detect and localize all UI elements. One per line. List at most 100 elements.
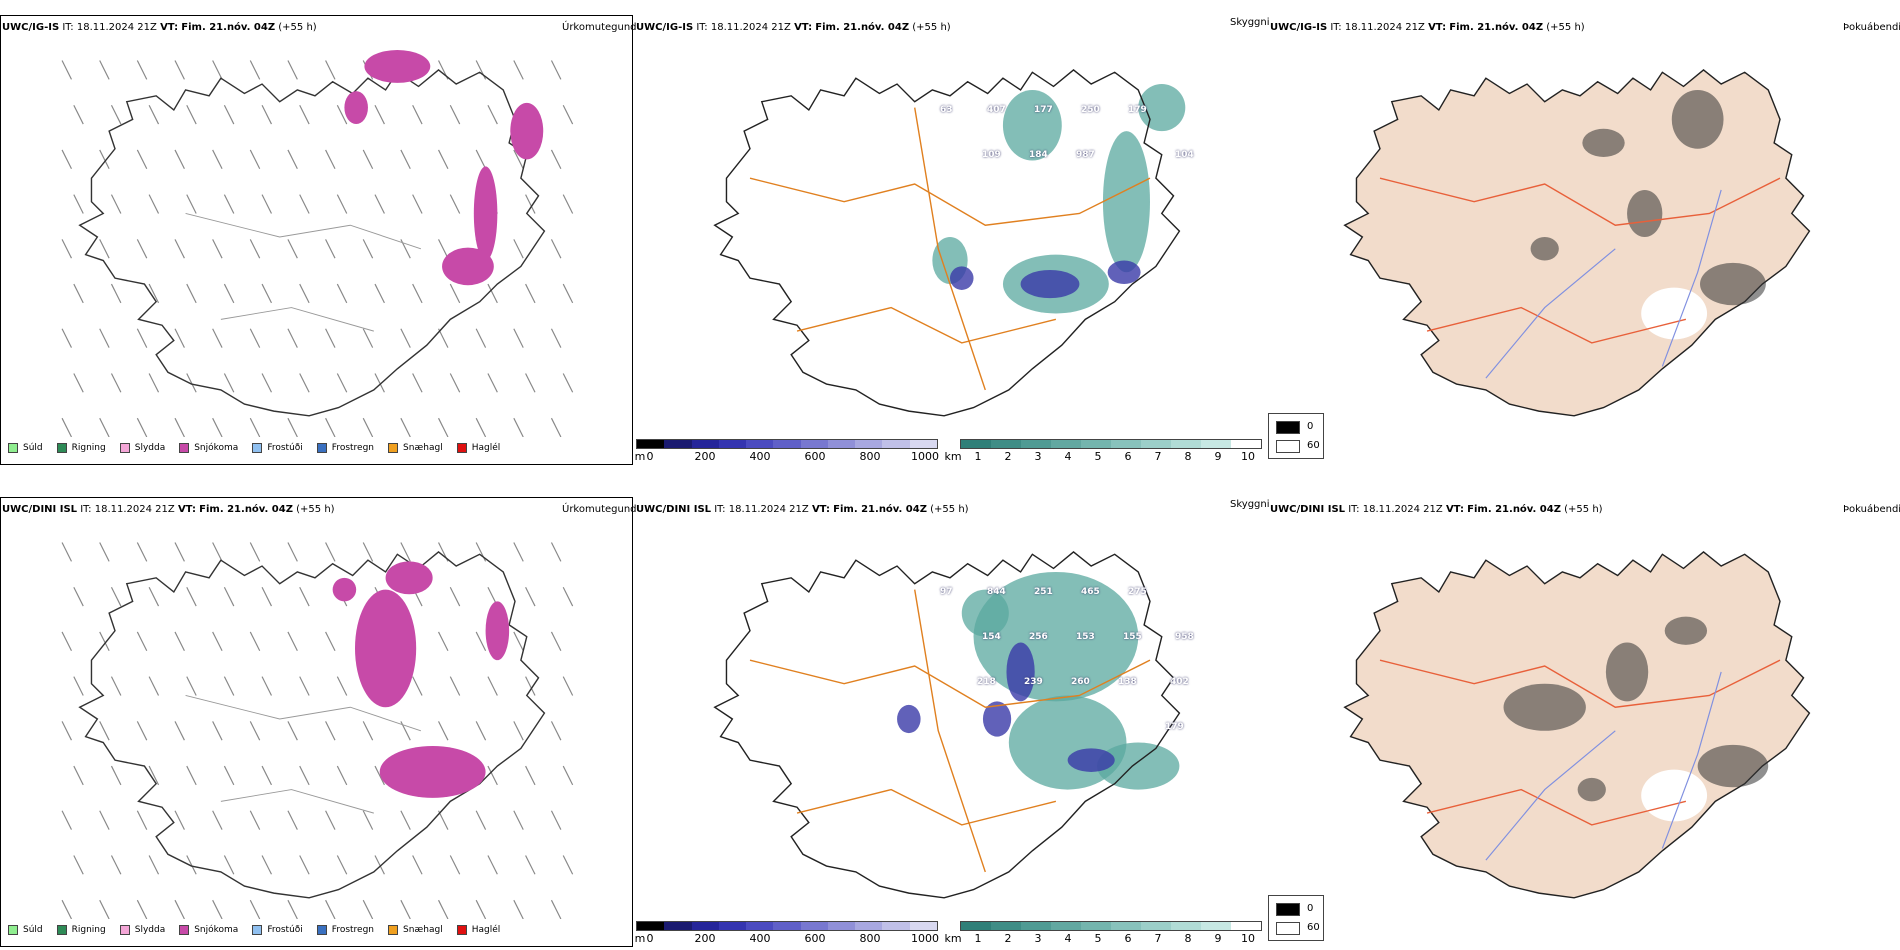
wind-barb xyxy=(174,810,185,830)
wind-barb xyxy=(449,104,461,125)
cloud-height-label: 177 xyxy=(1034,105,1053,115)
wind-barb xyxy=(525,194,536,214)
wind-barb xyxy=(73,765,84,786)
wind-barb xyxy=(562,586,574,607)
wind-barb xyxy=(249,631,261,652)
init-time-value: 18.11.2024 21Z xyxy=(94,504,175,515)
valid-time-label: VT: xyxy=(177,504,196,515)
fog-index-legend: 0 60 xyxy=(1268,895,1324,941)
cloud-height-label: 104 xyxy=(1175,150,1194,160)
visibility-tick: 9 xyxy=(1214,932,1222,945)
wind-barb xyxy=(212,60,223,80)
cloud-height-label: 239 xyxy=(1024,677,1043,687)
wind-barb xyxy=(562,676,574,696)
wind-barb xyxy=(550,899,562,920)
height-unit: m xyxy=(634,450,646,463)
wind-barb xyxy=(513,542,524,562)
wind-barb xyxy=(449,283,461,304)
wind-barb xyxy=(148,855,160,875)
legend-item: Snjókoma xyxy=(179,443,238,453)
fog-area xyxy=(1503,683,1586,731)
valid-time-value: Fim. 21.nóv. 04Z xyxy=(1467,504,1561,515)
legend-swatch xyxy=(316,925,327,935)
legend-item: Haglél xyxy=(456,925,500,935)
wind-barb xyxy=(475,810,487,830)
legend-label: Frostúði xyxy=(267,925,303,935)
valid-time-value: Fim. 21.nóv. 04Z xyxy=(1449,22,1544,33)
model-name: UWC/IG-IS xyxy=(1270,22,1328,33)
fog-area xyxy=(1671,89,1724,149)
legend-swatch xyxy=(316,443,327,453)
legend-item: Snæhagl xyxy=(388,925,443,935)
legend-label: Slydda xyxy=(134,443,166,453)
cloud-height-label: 109 xyxy=(982,150,1001,160)
road-network xyxy=(749,107,1151,391)
legend-label: Rigning xyxy=(71,925,106,935)
forecast-header: UWC/DINI ISL IT: 18.11.2024 21Z VT: Fim.… xyxy=(2,504,335,515)
init-time-value: 18.11.2024 21Z xyxy=(728,504,809,515)
wind-barb xyxy=(362,721,374,741)
wind-barb xyxy=(412,194,423,214)
lead-time: (+55 h) xyxy=(278,22,317,33)
fog-panel-title: Þokuábendi xyxy=(1843,22,1900,33)
init-time-value: 18.11.2024 21Z xyxy=(1362,504,1443,515)
wind-barb xyxy=(73,586,84,607)
wind-barb xyxy=(513,149,524,170)
wind-barb xyxy=(513,631,524,652)
legend-item: Slydda xyxy=(119,443,166,453)
wind-barb xyxy=(136,149,148,170)
cloud-height-label: 153 xyxy=(1076,632,1095,642)
legend-label: Súld xyxy=(23,925,43,935)
wind-barb xyxy=(61,631,72,652)
init-time-value: 18.11.2024 21Z xyxy=(1344,22,1425,33)
wind-barb xyxy=(362,542,374,562)
wind-barb xyxy=(487,373,498,393)
visibility-tick: 4 xyxy=(1064,450,1072,463)
legend-swatch xyxy=(252,925,263,935)
fog-light-value: 60 xyxy=(1307,922,1320,933)
cloud-height-label: 250 xyxy=(1081,105,1100,115)
visibility-tick: 10 xyxy=(1241,932,1255,945)
wind-barb xyxy=(223,194,235,214)
wind-barb xyxy=(475,328,487,348)
wind-barb xyxy=(287,631,298,652)
wind-barb xyxy=(562,373,574,393)
wind-barb xyxy=(110,586,122,607)
cloud-height-label: 155 xyxy=(1123,632,1142,642)
wind-barb xyxy=(487,676,498,696)
coastline xyxy=(78,551,546,899)
height-tick: 1000 xyxy=(911,932,939,945)
wind-barb xyxy=(475,542,487,562)
wind-barb xyxy=(438,328,449,348)
lead-time: (+55 h) xyxy=(296,504,335,515)
fog-area xyxy=(1627,189,1663,237)
river-network xyxy=(1485,189,1722,379)
wind-barb xyxy=(261,765,272,786)
wind-barb xyxy=(148,676,160,696)
precip-legend: Súld Rigning Slydda Snjókoma Frostúði Frostre… xyxy=(8,925,500,935)
wind-barb xyxy=(513,810,524,830)
wind-barb xyxy=(550,542,562,562)
wind-barb xyxy=(550,149,562,170)
wind-barb xyxy=(73,373,84,393)
cloud-height-labels: 63 407 177 250 179 104 109 184 987 xyxy=(940,105,1200,305)
wind-barb xyxy=(449,194,461,214)
visibility-scale: km 1 2 3 4 5 6 7 8 9 10 xyxy=(944,450,1268,464)
forecast-header: UWC/IG-IS IT: 18.11.2024 21Z VT: Fim. 21… xyxy=(2,22,317,33)
fog-area xyxy=(1697,744,1769,788)
legend-label: Súld xyxy=(23,443,43,453)
road-network xyxy=(749,589,1151,873)
legend-item: Rigning xyxy=(56,925,106,935)
wind-barb xyxy=(299,194,310,214)
coastline xyxy=(713,551,1181,899)
cloud-height-label: 138 xyxy=(1118,677,1137,687)
legend-item: Frostregn xyxy=(316,925,374,935)
visibility-tick: 1 xyxy=(974,450,982,463)
land-area xyxy=(1343,551,1811,899)
wind-barb xyxy=(325,149,336,170)
wind-barb xyxy=(223,765,235,786)
wind-barb xyxy=(449,855,461,875)
wind-barb xyxy=(362,328,374,348)
wind-barb xyxy=(362,239,374,259)
wind-barb xyxy=(299,676,310,696)
